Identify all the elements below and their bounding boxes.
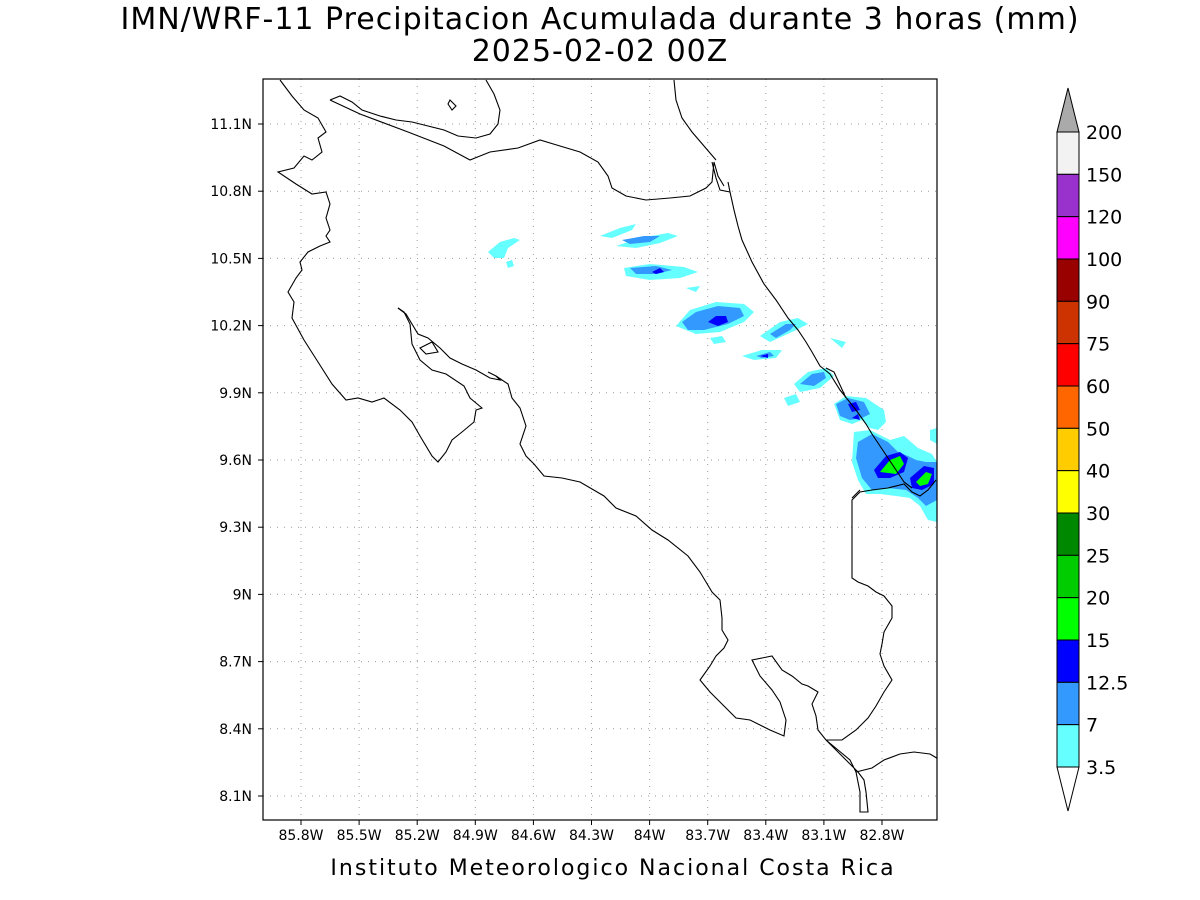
legend-label: 75 <box>1086 334 1110 356</box>
legend-label: 40 <box>1086 461 1110 483</box>
precip-spot-west <box>506 260 514 268</box>
legend-label: 150 <box>1086 164 1122 186</box>
legend-label: 15 <box>1086 630 1110 652</box>
precipitation-field <box>488 224 937 522</box>
map-grid <box>263 79 937 820</box>
legend-swatch <box>1056 724 1080 768</box>
legend-swatch <box>1056 427 1080 472</box>
lat-label: 9.9N <box>219 386 252 402</box>
map-frame <box>262 78 938 821</box>
lat-label: 9.3N <box>219 520 252 536</box>
lon-label: 84.9W <box>453 828 498 844</box>
legend-swatch <box>1056 258 1080 302</box>
lat-label: 8.1N <box>219 789 252 805</box>
precip-coast-2 <box>784 394 800 406</box>
precip-coast-5 <box>930 428 937 444</box>
legend-swatch <box>1056 131 1080 175</box>
legend-under-triangle <box>1056 766 1080 812</box>
legend-swatch <box>1056 216 1080 260</box>
lon-label: 82.8W <box>859 828 904 844</box>
legend-swatch <box>1056 597 1080 641</box>
lon-label: 85.2W <box>395 828 440 844</box>
legend-label: 3.5 <box>1086 757 1116 779</box>
lon-label: 85.5W <box>337 828 382 844</box>
legend-swatch <box>1056 512 1080 556</box>
lon-label: 83.4W <box>743 828 788 844</box>
lat-label: 10.8N <box>210 184 252 200</box>
precip-spot-north-2 <box>686 286 700 292</box>
legend-over-triangle <box>1056 87 1080 133</box>
lat-label: 8.4N <box>219 722 252 738</box>
legend-label: 25 <box>1086 545 1110 567</box>
legend-label: 90 <box>1086 291 1110 313</box>
legend-swatch <box>1056 681 1080 726</box>
legend-label: 60 <box>1086 376 1110 398</box>
legend-label: 50 <box>1086 418 1110 440</box>
precip-band-north-1 <box>600 224 636 238</box>
longitude-labels: 85.8W 85.5W 85.2W 84.9W 84.6W 84.3W 84W 83.7W 83… <box>278 820 905 844</box>
precip-band-west <box>488 238 520 258</box>
legend-swatch <box>1056 554 1080 599</box>
lat-label: 9.6N <box>219 453 252 469</box>
legend-swatch <box>1056 639 1080 683</box>
legend-label: 20 <box>1086 588 1110 610</box>
color-legend: 200 150 120 100 90 75 60 50 40 30 25 20 15 12.5 7 3.5 <box>1056 87 1128 812</box>
lon-label: 84.6W <box>511 828 556 844</box>
precip-spot-mid <box>710 336 726 344</box>
footer-institution: Instituto Meteorologico Nacional Costa R… <box>330 856 896 881</box>
legend-label: 200 <box>1086 122 1122 144</box>
lon-label: 84.3W <box>569 828 614 844</box>
map-subtitle-date: 2025-02-02 00Z <box>471 34 729 69</box>
coastline <box>276 79 937 813</box>
lon-label: 84W <box>634 828 666 844</box>
lat-label: 8.7N <box>219 655 252 671</box>
legend-swatch <box>1056 385 1080 429</box>
lon-label: 85.8W <box>278 828 323 844</box>
legend-swatch <box>1056 343 1080 387</box>
legend-label: 100 <box>1086 249 1122 271</box>
lon-label: 83.7W <box>685 828 730 844</box>
lon-label: 83.1W <box>801 828 846 844</box>
lat-label: 10.5N <box>210 251 252 267</box>
precip-coast-band <box>830 338 846 348</box>
lat-label: 10.2N <box>210 319 252 335</box>
legend-swatch <box>1056 470 1080 514</box>
legend-label: 30 <box>1086 503 1110 525</box>
lat-label: 11.1N <box>210 117 252 133</box>
map-title: IMN/WRF-11 Precipitacion Acumulada duran… <box>120 2 1080 37</box>
legend-swatch <box>1056 300 1080 345</box>
lat-label: 9N <box>233 587 252 603</box>
latitude-labels: 11.1N 10.8N 10.5N 10.2N 9.9N 9.6N 9.3N 9N 8.7N 8.… <box>210 117 263 805</box>
legend-label: 12.5 <box>1086 672 1128 694</box>
legend-swatch <box>1056 173 1080 218</box>
legend-label: 120 <box>1086 207 1122 229</box>
legend-label: 7 <box>1086 715 1098 737</box>
